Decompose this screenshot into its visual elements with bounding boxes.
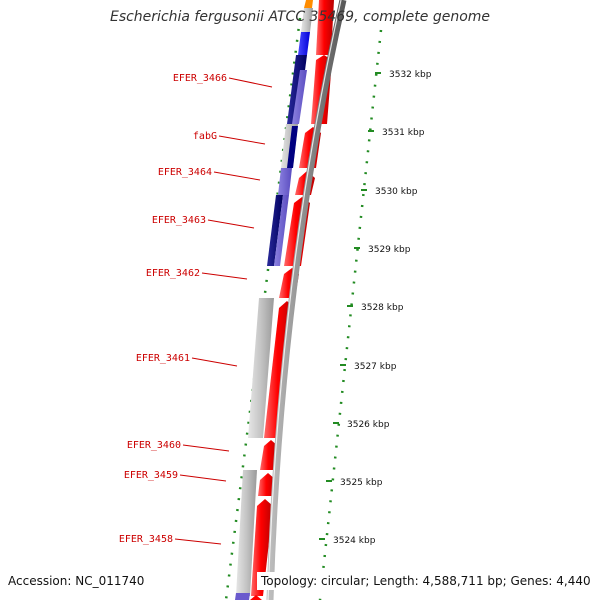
cds-arrow-10: [251, 499, 273, 596]
kbp-scale-label: 3525 kbp: [340, 478, 383, 488]
reverse-strand-track: [235, 0, 313, 600]
kbp-scale-label: 3527 kbp: [354, 362, 397, 372]
gene-label: EFER_3459: [124, 470, 178, 481]
feature-lavender-efer-3464: [278, 168, 292, 195]
outer-tick-ring: [318, 29, 383, 600]
gene-leader-line: [228, 77, 273, 88]
kbp-scale-label: 3529 kbp: [368, 245, 411, 255]
gene-label: EFER_3462: [146, 268, 200, 279]
gene-label: fabG: [193, 131, 217, 142]
gene-label: EFER_3458: [119, 534, 173, 545]
cds-arrow-9: [258, 473, 276, 496]
topology-label: Topology: circular; Length: 4,588,711 bp…: [257, 572, 595, 590]
cds-arrow-11: [250, 595, 262, 600]
feature-orange: [304, 0, 313, 8]
gene-leader-line: [201, 272, 248, 280]
feature-gray-efer-3461: [248, 298, 274, 438]
gene-leader-line: [174, 538, 222, 545]
kbp-scale-labels: 3532 kbp 3531 kbp 3530 kbp 3529 kbp 3528 kbp…: [319, 70, 432, 546]
gene-leader-line: [218, 135, 266, 145]
feature-lavender-efer-3466: [292, 70, 307, 124]
gene-leader-line: [213, 171, 261, 181]
cds-arrow-1: [316, 0, 334, 55]
feature-gray-efer-3459: [236, 470, 257, 596]
kbp-scale-label: 3530 kbp: [375, 187, 418, 197]
feature-gray-top: [301, 8, 313, 32]
backbone-arc: [266, 0, 347, 600]
kbp-scale-label: 3531 kbp: [382, 128, 425, 138]
gene-leader-line: [191, 357, 238, 367]
gene-labels: EFER_3466 fabG EFER_3464 EFER_3463 EFER_3462…: [119, 73, 273, 545]
gene-label: EFER_3463: [152, 215, 206, 226]
accession-label: Accession: NC_011740: [8, 574, 145, 588]
feature-lavender-bottom: [235, 593, 250, 600]
kbp-scale-label: 3532 kbp: [389, 70, 432, 80]
kbp-scale-label: 3528 kbp: [361, 303, 404, 313]
feature-navy-fabg: [287, 126, 298, 168]
feature-blue: [298, 32, 310, 55]
gene-label: EFER_3464: [158, 167, 212, 178]
genome-title: Escherichia fergusonii ATCC 35469, compl…: [109, 9, 491, 25]
feature-navy-efer-3463: [267, 195, 283, 266]
feature-lavender-efer-3463: [274, 195, 289, 266]
gene-leader-line: [207, 219, 255, 229]
gene-leader-line: [182, 444, 230, 452]
gene-label: EFER_3466: [173, 73, 227, 84]
gene-leader-line: [179, 474, 227, 482]
gene-label: EFER_3461: [136, 353, 190, 364]
kbp-scale-label: 3524 kbp: [333, 536, 376, 546]
kbp-scale-label: 3526 kbp: [347, 420, 390, 430]
gene-label: EFER_3460: [127, 440, 181, 451]
